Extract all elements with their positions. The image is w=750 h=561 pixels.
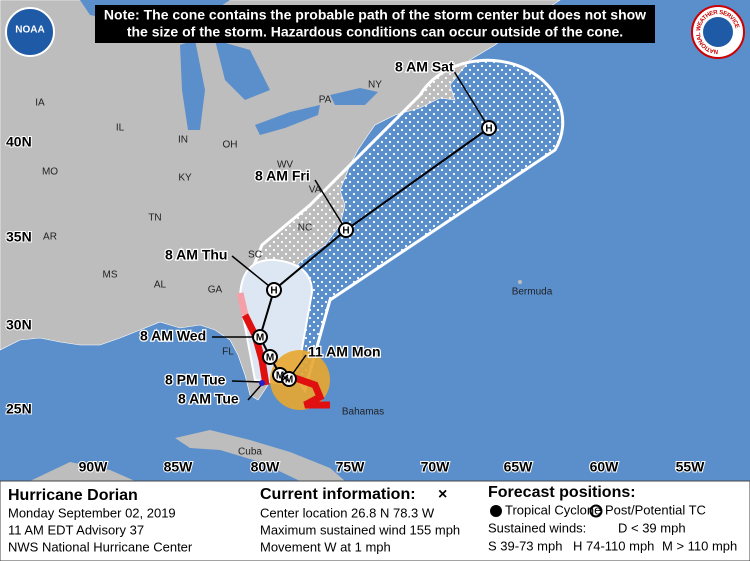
noaa-logo-text: NOAA [15,25,44,36]
region-label: WV [277,160,293,171]
noaa-logo [5,7,55,57]
center-location: Center location 26.8 N 78.3 W [260,505,435,520]
track-marker-label: M [276,371,284,382]
longitude-label: 65W [504,459,534,475]
track-marker [338,222,354,238]
longitude-label: 75W [336,459,366,475]
island [518,280,522,284]
track-marker [252,329,268,345]
lake [330,88,378,105]
forecast-time-label: 11 AM Mon [308,344,381,360]
forecast-time-label: 8 AM Tue [178,391,239,407]
region-label: GA [208,285,223,296]
forecast-time-label: 8 AM Thu [165,247,227,263]
region-label: SC [248,250,262,261]
nws-logo-center [703,17,733,47]
legend-tc-icon [490,505,502,517]
region-label: TN [148,213,161,224]
past-position [259,380,265,386]
region-label: Bermuda [512,287,553,298]
legend-h: H 74-110 mph [573,538,654,553]
movement: Movement W at 1 mph [260,539,391,554]
lake [215,40,270,100]
longitude-label: 80W [251,459,281,475]
lake [180,40,205,130]
legend-m: M > 110 mph [662,538,737,553]
forecast-time-label: 8 AM Wed [140,328,206,344]
latitude-label: 25N [6,401,32,417]
track-marker-label: M [285,375,293,386]
storm-name: Hurricane Dorian [8,487,138,504]
lake [255,105,320,135]
issuer: NWS National Hurricane Center [8,539,193,554]
land [30,462,135,481]
legend-tc: Tropical Cyclone [505,502,601,517]
longitude-label: 85W [164,459,194,475]
region-label: Bahamas [342,407,384,418]
latitude-label: 40N [6,134,32,150]
track-marker [266,282,282,298]
info-panel [0,480,750,561]
legend-ptc-icon [589,504,603,518]
region-label: Cuba [238,447,262,458]
longitude-label: 55W [676,459,706,475]
region-label: IN [178,135,188,146]
warning [293,374,330,409]
watch [236,292,249,316]
region-label: MO [42,167,58,178]
note-text: Note: The cone contains the probable pat… [104,7,646,23]
track-marker-label: M [256,333,264,344]
region-label: AL [154,280,167,291]
legend-winds-title: Sustained winds: [488,520,586,535]
latitude-label: 30N [6,317,32,333]
advisory-date: Monday September 02, 2019 [8,505,176,520]
note-box [95,5,655,43]
advisory-number: 11 AM EDT Advisory 37 [8,522,144,537]
track-marker [281,371,297,387]
region-label: VA [309,185,322,196]
forecast-time-label: 8 AM Sat [395,59,454,75]
region-label: AR [43,232,57,243]
leader [247,383,263,401]
max-wind: Maximum sustained wind 155 mph [260,522,460,537]
legend-d: D < 39 mph [618,520,686,535]
region-label: MS [103,270,118,281]
longitude-label: 60W [590,459,620,475]
track-marker-label: H [270,286,277,297]
cone-outer [238,58,565,394]
legend-s: S 39-73 mph [488,538,562,553]
region-label: NY [368,80,382,91]
track-marker [262,349,278,365]
region-label: FL [222,347,234,358]
region-label: KY [178,173,192,184]
note-text: the size of the storm. Hazardous conditi… [127,24,623,40]
forecast-time-label: 8 AM Fri [255,168,310,184]
legend-ptc: Post/Potential TC [605,502,706,517]
longitude-label: 70W [421,459,451,475]
leader [451,67,490,129]
warning [241,313,270,386]
region-label: NC [298,223,312,234]
region-label: PA [319,95,332,106]
forecast-time-label: 8 PM Tue [165,372,226,388]
latitude-label: 35N [6,229,32,245]
current-position: × [281,370,289,386]
longitude-label: 90W [79,459,109,475]
track-marker [481,120,497,136]
track-marker-label: H [485,124,492,135]
current-symbol: × [438,486,447,503]
region-label: IL [116,123,125,134]
track-marker-label: H [342,226,349,237]
leader [231,380,263,383]
region-label: IA [35,98,45,109]
land [175,430,345,481]
track-marker-label: M [266,353,274,364]
leader [314,179,347,231]
leader [231,255,275,291]
current-title: Current information: [260,486,416,503]
region-label: OH [223,140,238,151]
legend-title: Forecast positions: [488,484,636,501]
